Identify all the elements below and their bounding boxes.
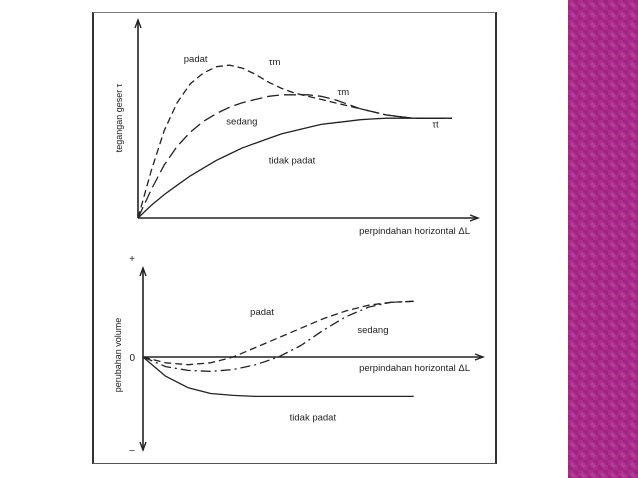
shear-stress-chart: tegangan geser τ perpindahan horizontal Δ… <box>114 18 480 237</box>
top-annotation-sedang-3: sedang <box>226 116 257 127</box>
figure-frame <box>92 12 497 464</box>
volume-change-chart: +0 − perubahan volume perpindahan horizonta… <box>113 254 485 457</box>
top-annotation-m-2: τm <box>337 87 349 98</box>
top-x-axis-arrow <box>469 214 480 222</box>
bottom-x-axis-arrow <box>474 353 485 361</box>
decorative-side-band <box>568 0 638 478</box>
bottom-y-axis-label: perubahan volume <box>113 318 123 393</box>
top-annotation-tidak-padat-5: tidak padat <box>269 155 316 166</box>
top-y-axis-arrow <box>134 18 142 29</box>
bottom-series-line-padat <box>142 300 414 366</box>
bottom-ytick-label-2: − <box>129 446 135 457</box>
top-series-line-tidak-padat <box>137 117 452 219</box>
bottom-series-line-sedang <box>142 300 414 373</box>
bottom-x-axis-label: perpindahan horizontal ΔL <box>359 363 470 374</box>
top-series-line-sedang <box>137 94 452 219</box>
bottom-y-axis-arrow-down <box>139 441 147 452</box>
top-annotation-t-4: τt <box>432 120 439 131</box>
bottom-ytick-label-0: + <box>129 254 135 265</box>
bottom-y-axis-arrow-up <box>139 266 147 277</box>
bottom-annotation-tidak-padat-2: tidak padat <box>290 412 337 423</box>
top-annotation-padat-0: padat <box>184 54 208 65</box>
bottom-series-line-tidak-padat <box>142 356 414 398</box>
bottom-ytick-label-1: 0 <box>129 353 135 364</box>
bottom-annotation-padat-0: padat <box>250 307 274 318</box>
top-x-axis-label: perpindahan horizontal ΔL <box>359 226 470 237</box>
top-series-line-padat <box>137 64 452 219</box>
bottom-annotation-sedang-1: sedang <box>357 325 388 336</box>
top-y-axis-label: tegangan geser τ <box>114 83 124 152</box>
top-annotation-m-1: τm <box>269 57 281 68</box>
